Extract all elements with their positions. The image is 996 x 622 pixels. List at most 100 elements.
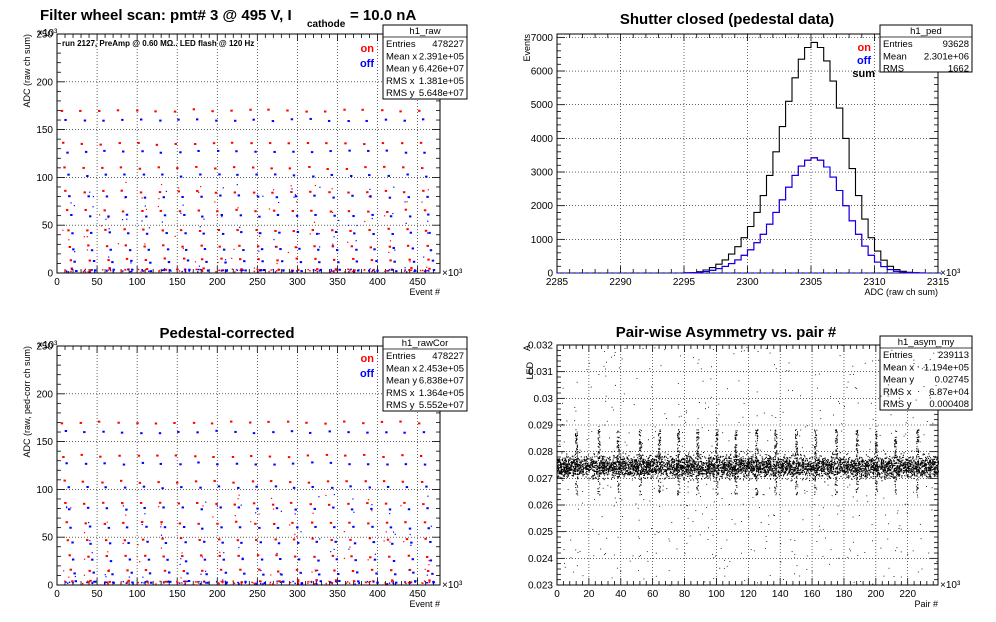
asym-point	[653, 460, 655, 462]
off-stray-marker	[128, 576, 130, 578]
on-stray-marker	[428, 564, 430, 566]
on-stray-marker	[370, 196, 372, 198]
off-marker	[234, 430, 237, 433]
off-marker	[102, 119, 105, 122]
y-tick-label: 0.027	[528, 474, 553, 485]
asym-point	[827, 461, 829, 464]
asym-point	[564, 469, 566, 471]
on-stray-marker	[331, 582, 334, 584]
on-marker	[256, 245, 260, 248]
asym-point	[561, 464, 563, 466]
asym-point	[624, 469, 626, 471]
off-baseline-marker	[314, 269, 317, 272]
asym-point	[816, 466, 818, 468]
on-baseline-marker	[289, 581, 292, 584]
asym-point	[609, 468, 611, 470]
off-marker	[149, 261, 152, 264]
asym-point	[626, 457, 628, 459]
off-marker	[89, 542, 92, 545]
on-stray-marker	[296, 536, 298, 538]
x-axis-label: Event #	[409, 599, 440, 609]
off-baseline-marker	[329, 581, 331, 583]
asym-point	[696, 474, 698, 476]
asym-point	[926, 476, 928, 478]
on-baseline-marker	[314, 583, 316, 585]
asym-point	[756, 471, 758, 473]
asym-point	[636, 471, 638, 473]
asym-point	[916, 473, 918, 475]
asym-point	[850, 464, 852, 466]
stats-key: Mean x	[386, 363, 417, 374]
asym-point	[612, 468, 614, 470]
x-tick-label: 180	[836, 589, 853, 600]
off-marker	[421, 118, 425, 121]
asym-point	[633, 456, 635, 458]
asym-point	[649, 465, 651, 467]
asym-point	[775, 468, 777, 470]
off-marker	[292, 486, 296, 489]
off-marker	[276, 213, 280, 216]
asym-point	[783, 472, 785, 474]
off-marker	[83, 431, 86, 434]
on-baseline-marker	[331, 270, 333, 272]
on-marker	[118, 454, 121, 457]
off-stray-marker	[332, 244, 334, 247]
asym-point	[742, 460, 744, 462]
asym-point	[656, 456, 658, 458]
asym-point	[563, 466, 565, 468]
on-marker	[276, 259, 279, 262]
asym-point	[663, 462, 665, 464]
asym-point	[680, 467, 682, 469]
asym-point	[675, 472, 677, 475]
asym-point	[606, 469, 608, 471]
on-marker	[213, 479, 216, 482]
asym-point	[700, 466, 702, 468]
on-marker	[157, 481, 160, 484]
asym-point	[569, 469, 571, 471]
asym-point	[597, 475, 599, 477]
asym-point	[764, 457, 767, 459]
asym-point	[905, 468, 907, 470]
off-stray-marker	[216, 505, 218, 507]
off-baseline-marker	[197, 268, 200, 271]
asym-point	[906, 471, 908, 473]
asym-point	[823, 463, 825, 465]
off-marker	[426, 195, 429, 198]
off-marker	[86, 506, 90, 509]
asym-point	[888, 470, 890, 472]
asym-point	[584, 464, 587, 466]
on-marker	[240, 581, 243, 584]
asym-point	[789, 470, 791, 472]
off-baseline-marker	[376, 582, 379, 584]
asym-point	[901, 465, 904, 467]
on-baseline-marker	[120, 582, 122, 585]
asym-point	[876, 457, 878, 460]
off-marker	[393, 260, 396, 263]
on-marker	[287, 456, 291, 459]
on-marker	[199, 554, 203, 557]
asym-point	[670, 465, 672, 467]
on-stray-marker	[200, 186, 202, 188]
on-marker	[402, 191, 406, 194]
on-baseline-marker	[335, 269, 337, 272]
asym-point	[787, 468, 789, 470]
asym-point	[582, 467, 585, 470]
off-stray-marker	[262, 195, 264, 197]
off-marker	[139, 118, 143, 121]
on-marker	[176, 167, 179, 170]
asym-point	[656, 459, 658, 462]
asym-point	[922, 453, 924, 455]
asym-point	[628, 472, 630, 474]
on-marker	[329, 521, 333, 524]
on-baseline-marker	[369, 580, 372, 583]
on-marker	[334, 579, 338, 582]
asym-point	[663, 470, 665, 472]
asym-point	[570, 462, 572, 464]
asym-point	[861, 467, 863, 470]
asym-point	[840, 463, 842, 465]
off-marker	[238, 526, 242, 529]
x-tick-label: 150	[169, 589, 186, 600]
asym-point	[893, 471, 895, 473]
asym-point	[640, 472, 642, 474]
